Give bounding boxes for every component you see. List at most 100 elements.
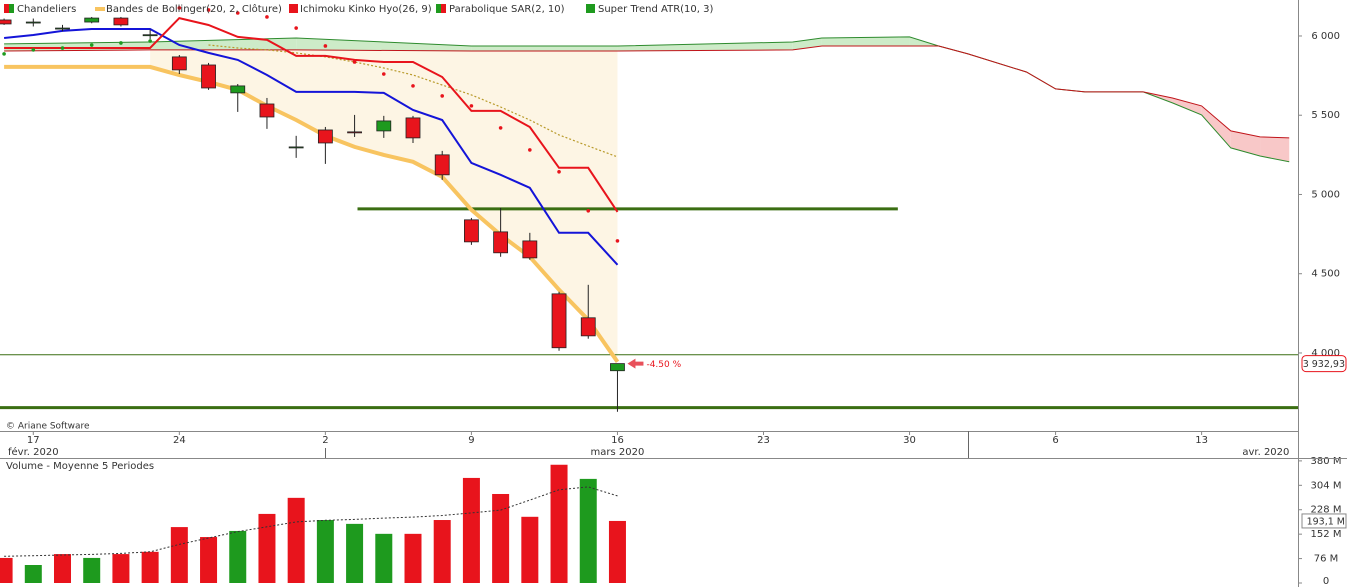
sar-dot bbox=[265, 15, 269, 19]
volume-bar bbox=[141, 551, 159, 583]
candle-body bbox=[405, 117, 421, 139]
x-tick-label: 9 bbox=[468, 435, 474, 446]
volume-bar bbox=[521, 516, 539, 583]
candle-body bbox=[171, 56, 187, 71]
volume-bar bbox=[200, 537, 218, 583]
volume-average bbox=[4, 486, 618, 557]
legend-label: Chandeliers bbox=[17, 4, 76, 15]
cloud-fill bbox=[617, 42, 793, 52]
legend-icon bbox=[9, 4, 14, 13]
volume-bar bbox=[0, 557, 13, 583]
candle-body bbox=[230, 85, 246, 94]
sar-dot bbox=[60, 46, 65, 50]
sar-dot bbox=[235, 11, 240, 15]
volume-bar bbox=[229, 530, 247, 583]
candle-body bbox=[142, 34, 158, 37]
candle-body bbox=[55, 27, 70, 30]
y-tick-label: 228 M bbox=[1311, 505, 1342, 516]
candle-body bbox=[259, 103, 275, 118]
x-tick-label: 2 bbox=[322, 435, 328, 446]
sar-dot bbox=[89, 43, 94, 47]
sar-dot bbox=[177, 6, 182, 10]
x-tick-label: 6 bbox=[1052, 435, 1058, 446]
sar-dot bbox=[411, 84, 415, 88]
volume-bar bbox=[287, 497, 305, 583]
legend-label: Parabolique SAR(2, 10) bbox=[449, 4, 565, 15]
candle-body bbox=[610, 363, 625, 372]
volume-bar bbox=[24, 565, 42, 583]
sar-dot bbox=[31, 48, 36, 52]
x-tick-label: 23 bbox=[757, 435, 770, 446]
kijun-line bbox=[4, 16, 619, 213]
candle-body bbox=[376, 120, 392, 132]
legend-icon bbox=[586, 4, 595, 13]
cloud-fill bbox=[1201, 105, 1231, 148]
volume-bar bbox=[608, 520, 626, 583]
volume-bar bbox=[462, 477, 480, 583]
copyright: © Ariane Software bbox=[6, 422, 90, 432]
volume-bar bbox=[375, 533, 393, 583]
sar-dot bbox=[498, 126, 503, 130]
cloud-fill bbox=[471, 45, 618, 52]
y-tick-label: 304 M bbox=[1311, 480, 1342, 491]
bollinger-lower bbox=[4, 64, 620, 363]
sar-dot bbox=[119, 41, 123, 45]
volume-bar bbox=[492, 493, 510, 583]
y-tick-label: 152 M bbox=[1311, 529, 1342, 540]
x-tick-label: 24 bbox=[173, 435, 186, 446]
volume-bar bbox=[54, 554, 72, 583]
sar-dot bbox=[323, 44, 328, 48]
cloud-fill bbox=[296, 38, 472, 52]
x-tick-label: 13 bbox=[1195, 435, 1208, 446]
change-label: -4.50 % bbox=[646, 360, 681, 370]
sar-dot bbox=[381, 72, 386, 76]
bollinger-middle bbox=[208, 44, 618, 158]
volume-bar bbox=[433, 520, 451, 583]
legend-icon bbox=[436, 4, 441, 13]
sar-dot bbox=[352, 60, 357, 64]
cloud-span-b bbox=[4, 45, 1290, 139]
sar-dot bbox=[2, 52, 6, 56]
y-tick-label: 4 000 bbox=[1311, 348, 1340, 359]
sar-dot bbox=[206, 8, 211, 12]
y-tick-label: 5 000 bbox=[1311, 189, 1340, 200]
change-arrow bbox=[627, 358, 644, 369]
y-tick-label: 4 500 bbox=[1311, 269, 1340, 280]
candle-body bbox=[522, 240, 538, 259]
candle-body bbox=[201, 64, 216, 89]
cloud-fill bbox=[821, 36, 910, 46]
tenkan-line bbox=[3, 28, 619, 266]
candle-body bbox=[580, 317, 596, 337]
sar-dot bbox=[557, 170, 561, 174]
legend-label: Super Trend ATR(10, 3) bbox=[598, 4, 713, 15]
candle-body bbox=[493, 231, 509, 254]
legend-icon bbox=[289, 4, 298, 13]
legend-label: Bandes de Bollinger(20, 2, Clôture) bbox=[106, 3, 282, 15]
cloud-fill bbox=[1260, 136, 1290, 162]
volume-title: Volume - Moyenne 5 Periodes bbox=[6, 461, 154, 472]
sar-dot bbox=[148, 39, 152, 43]
candle-body bbox=[551, 293, 567, 349]
candle-body bbox=[317, 129, 333, 144]
volume-bar bbox=[83, 557, 101, 583]
y-tick-label: 6 000 bbox=[1311, 31, 1340, 42]
volume-bar bbox=[404, 533, 422, 583]
volume-bar bbox=[316, 520, 334, 583]
layers: -4.50 % 4 000 4 500 5 000 5 500 6 000 3 932,93… bbox=[0, 3, 1347, 587]
legend-label: Ichimoku Kinko Hyo(26, 9) bbox=[300, 4, 432, 15]
y-tick-label: 76 M bbox=[1314, 554, 1339, 565]
volume-bar bbox=[170, 527, 188, 583]
x-tick-label: 16 bbox=[611, 435, 624, 446]
volume-bar bbox=[346, 523, 364, 583]
month-label: févr. 2020 bbox=[8, 446, 59, 458]
volume-bar bbox=[112, 554, 130, 583]
sar-dot bbox=[586, 208, 591, 213]
y-tick-label: 5 500 bbox=[1311, 110, 1340, 121]
candle-body bbox=[288, 146, 304, 149]
cloud-fill bbox=[1172, 97, 1202, 115]
volume-bar bbox=[258, 513, 276, 583]
sar-dot bbox=[469, 104, 474, 108]
volume-bar bbox=[550, 464, 568, 583]
